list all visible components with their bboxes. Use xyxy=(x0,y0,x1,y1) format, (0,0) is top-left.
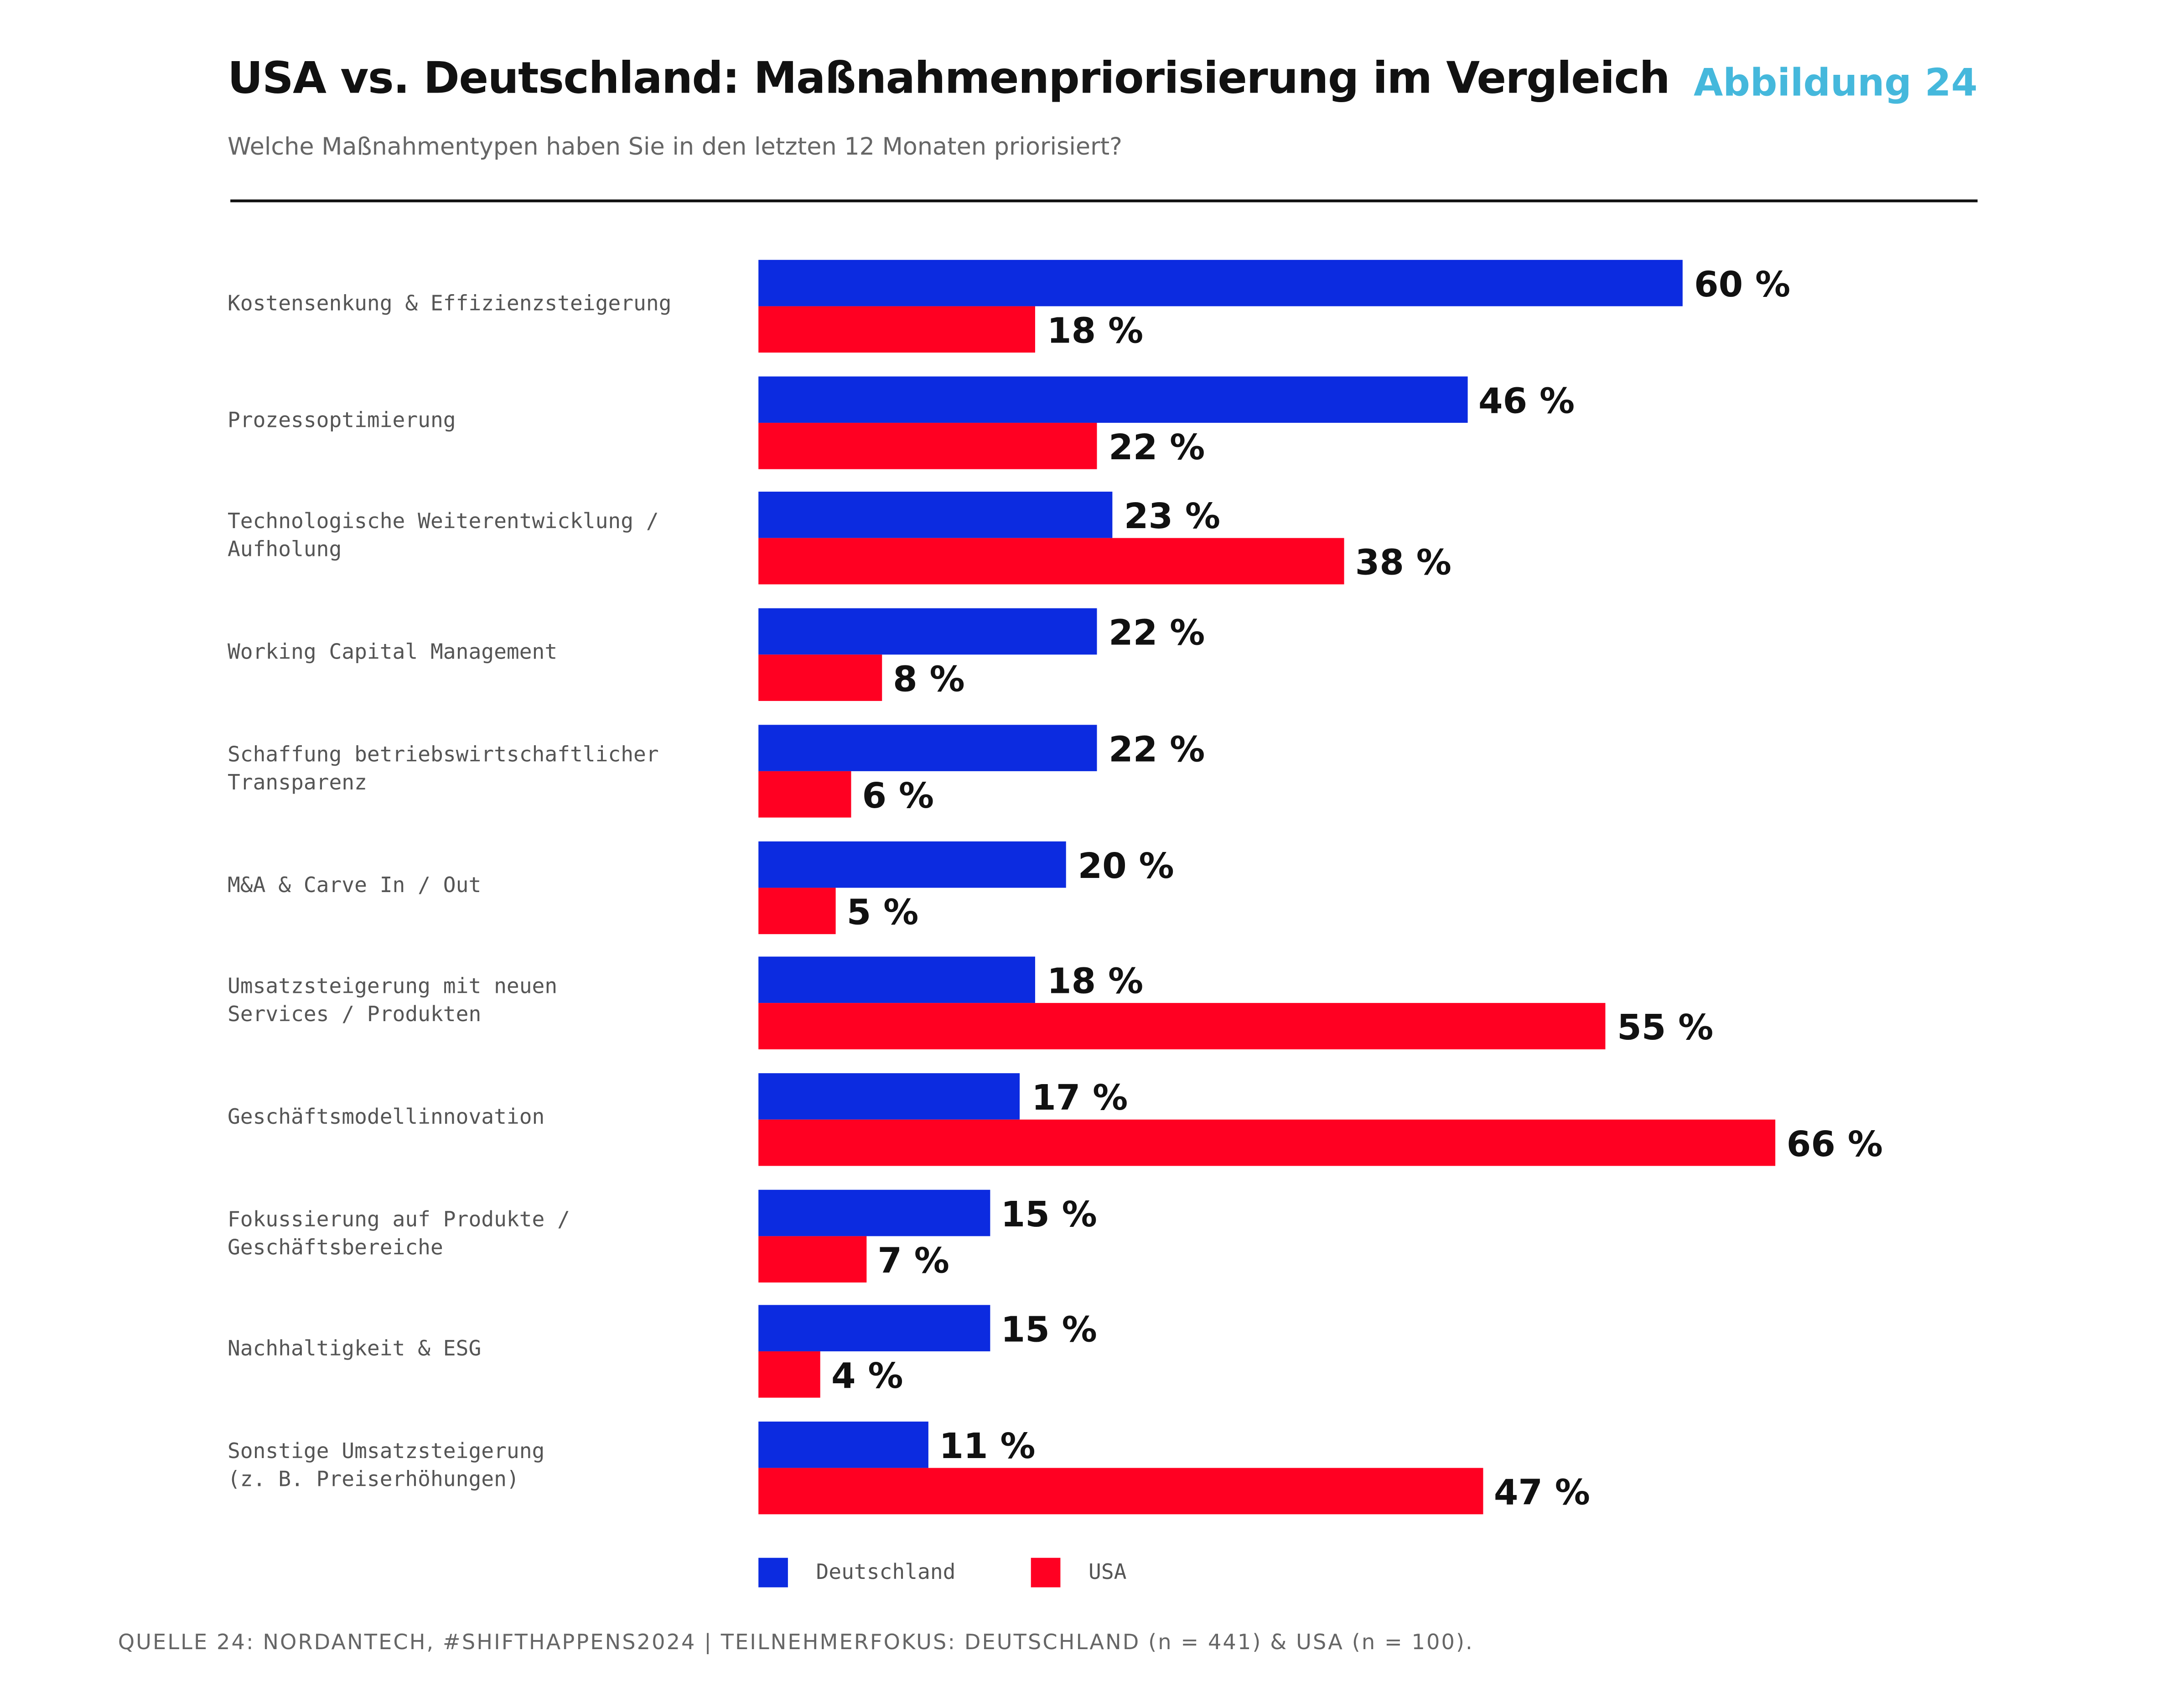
bar-usa xyxy=(758,1236,866,1282)
legend-swatch-usa xyxy=(1031,1557,1061,1588)
data-label-usa: 47 % xyxy=(1493,1472,1590,1513)
data-label-usa: 6 % xyxy=(862,775,934,816)
data-label-deutschland: 17 % xyxy=(1031,1077,1128,1118)
legend-swatch-deutschland xyxy=(758,1557,788,1588)
legend-label-deutschland: Deutschland xyxy=(816,1559,956,1585)
bar-usa xyxy=(758,1003,1606,1050)
chart-subtitle: Welche Maßnahmentypen haben Sie in den l… xyxy=(227,133,1123,162)
bar-deutschland xyxy=(758,1189,990,1236)
bar-usa xyxy=(758,887,836,934)
bar-deutschland xyxy=(758,376,1467,423)
data-label-deutschland: 11 % xyxy=(939,1426,1036,1467)
bar-deutschland xyxy=(758,1421,928,1468)
category-label: M&A & Carve In / Out xyxy=(227,872,482,897)
data-label-deutschland: 22 % xyxy=(1109,728,1205,770)
data-label-usa: 55 % xyxy=(1617,1007,1714,1049)
data-label-usa: 38 % xyxy=(1355,543,1451,584)
data-label-deutschland: 20 % xyxy=(1078,845,1174,886)
data-label-usa: 5 % xyxy=(846,891,919,932)
legend-label-usa: USA xyxy=(1088,1559,1127,1585)
data-label-deutschland: 15 % xyxy=(1000,1309,1097,1350)
bar-deutschland xyxy=(758,724,1098,771)
data-label-deutschland: 60 % xyxy=(1694,264,1791,305)
bar-usa xyxy=(758,1119,1776,1166)
category-label: Technologische Weiterentwicklung / Aufho… xyxy=(227,509,659,563)
category-label: Kostensenkung & Effizienzsteigerung xyxy=(227,291,672,316)
bar-usa xyxy=(758,654,882,701)
data-label-deutschland: 22 % xyxy=(1109,613,1205,654)
bar-usa xyxy=(758,538,1344,585)
bar-deutschland xyxy=(758,1073,1021,1120)
category-label: Schaffung betriebswirtschaftlicher Trans… xyxy=(227,741,659,795)
bar-deutschland xyxy=(758,841,1067,888)
data-label-usa: 4 % xyxy=(831,1356,903,1397)
category-label: Sonstige Umsatzsteigerung (z. B. Preiser… xyxy=(227,1438,545,1492)
data-label-usa: 22 % xyxy=(1109,426,1205,467)
category-label: Nachhaltigkeit & ESG xyxy=(227,1336,482,1362)
bar-deutschland xyxy=(758,260,1683,306)
data-label-deutschland: 46 % xyxy=(1478,380,1575,421)
bar-usa xyxy=(758,1468,1483,1515)
bar-deutschland xyxy=(758,608,1098,655)
bar-usa xyxy=(758,306,1036,353)
source-note: QUELLE 24: NORDANTECH, #SHIFTHAPPENS2024… xyxy=(118,1629,1474,1655)
data-label-deutschland: 15 % xyxy=(1000,1193,1097,1235)
bar-usa xyxy=(758,771,851,817)
data-label-usa: 8 % xyxy=(893,659,965,700)
data-label-deutschland: 18 % xyxy=(1047,961,1144,1002)
bar-usa xyxy=(758,422,1098,469)
bar-usa xyxy=(758,1351,820,1398)
data-label-usa: 7 % xyxy=(877,1240,949,1281)
category-label: Geschäftsmodellinnovation xyxy=(227,1104,545,1129)
bar-deutschland xyxy=(758,492,1113,539)
category-label: Umsatzsteigerung mit neuen Services / Pr… xyxy=(227,974,558,1028)
divider xyxy=(230,199,1978,202)
bar-deutschland xyxy=(758,957,1036,1003)
figure-label: Abbildung 24 xyxy=(1694,62,1978,105)
data-label-usa: 18 % xyxy=(1047,310,1144,351)
bar-deutschland xyxy=(758,1305,990,1352)
category-label: Fokussierung auf Produkte / Geschäftsber… xyxy=(227,1206,570,1260)
category-label: Prozessoptimierung xyxy=(227,407,456,432)
category-label: Working Capital Management xyxy=(227,639,558,665)
data-label-usa: 66 % xyxy=(1786,1123,1883,1164)
chart-title: USA vs. Deutschland: Maßnahmenpriorisier… xyxy=(227,53,1670,104)
data-label-deutschland: 23 % xyxy=(1124,496,1221,537)
